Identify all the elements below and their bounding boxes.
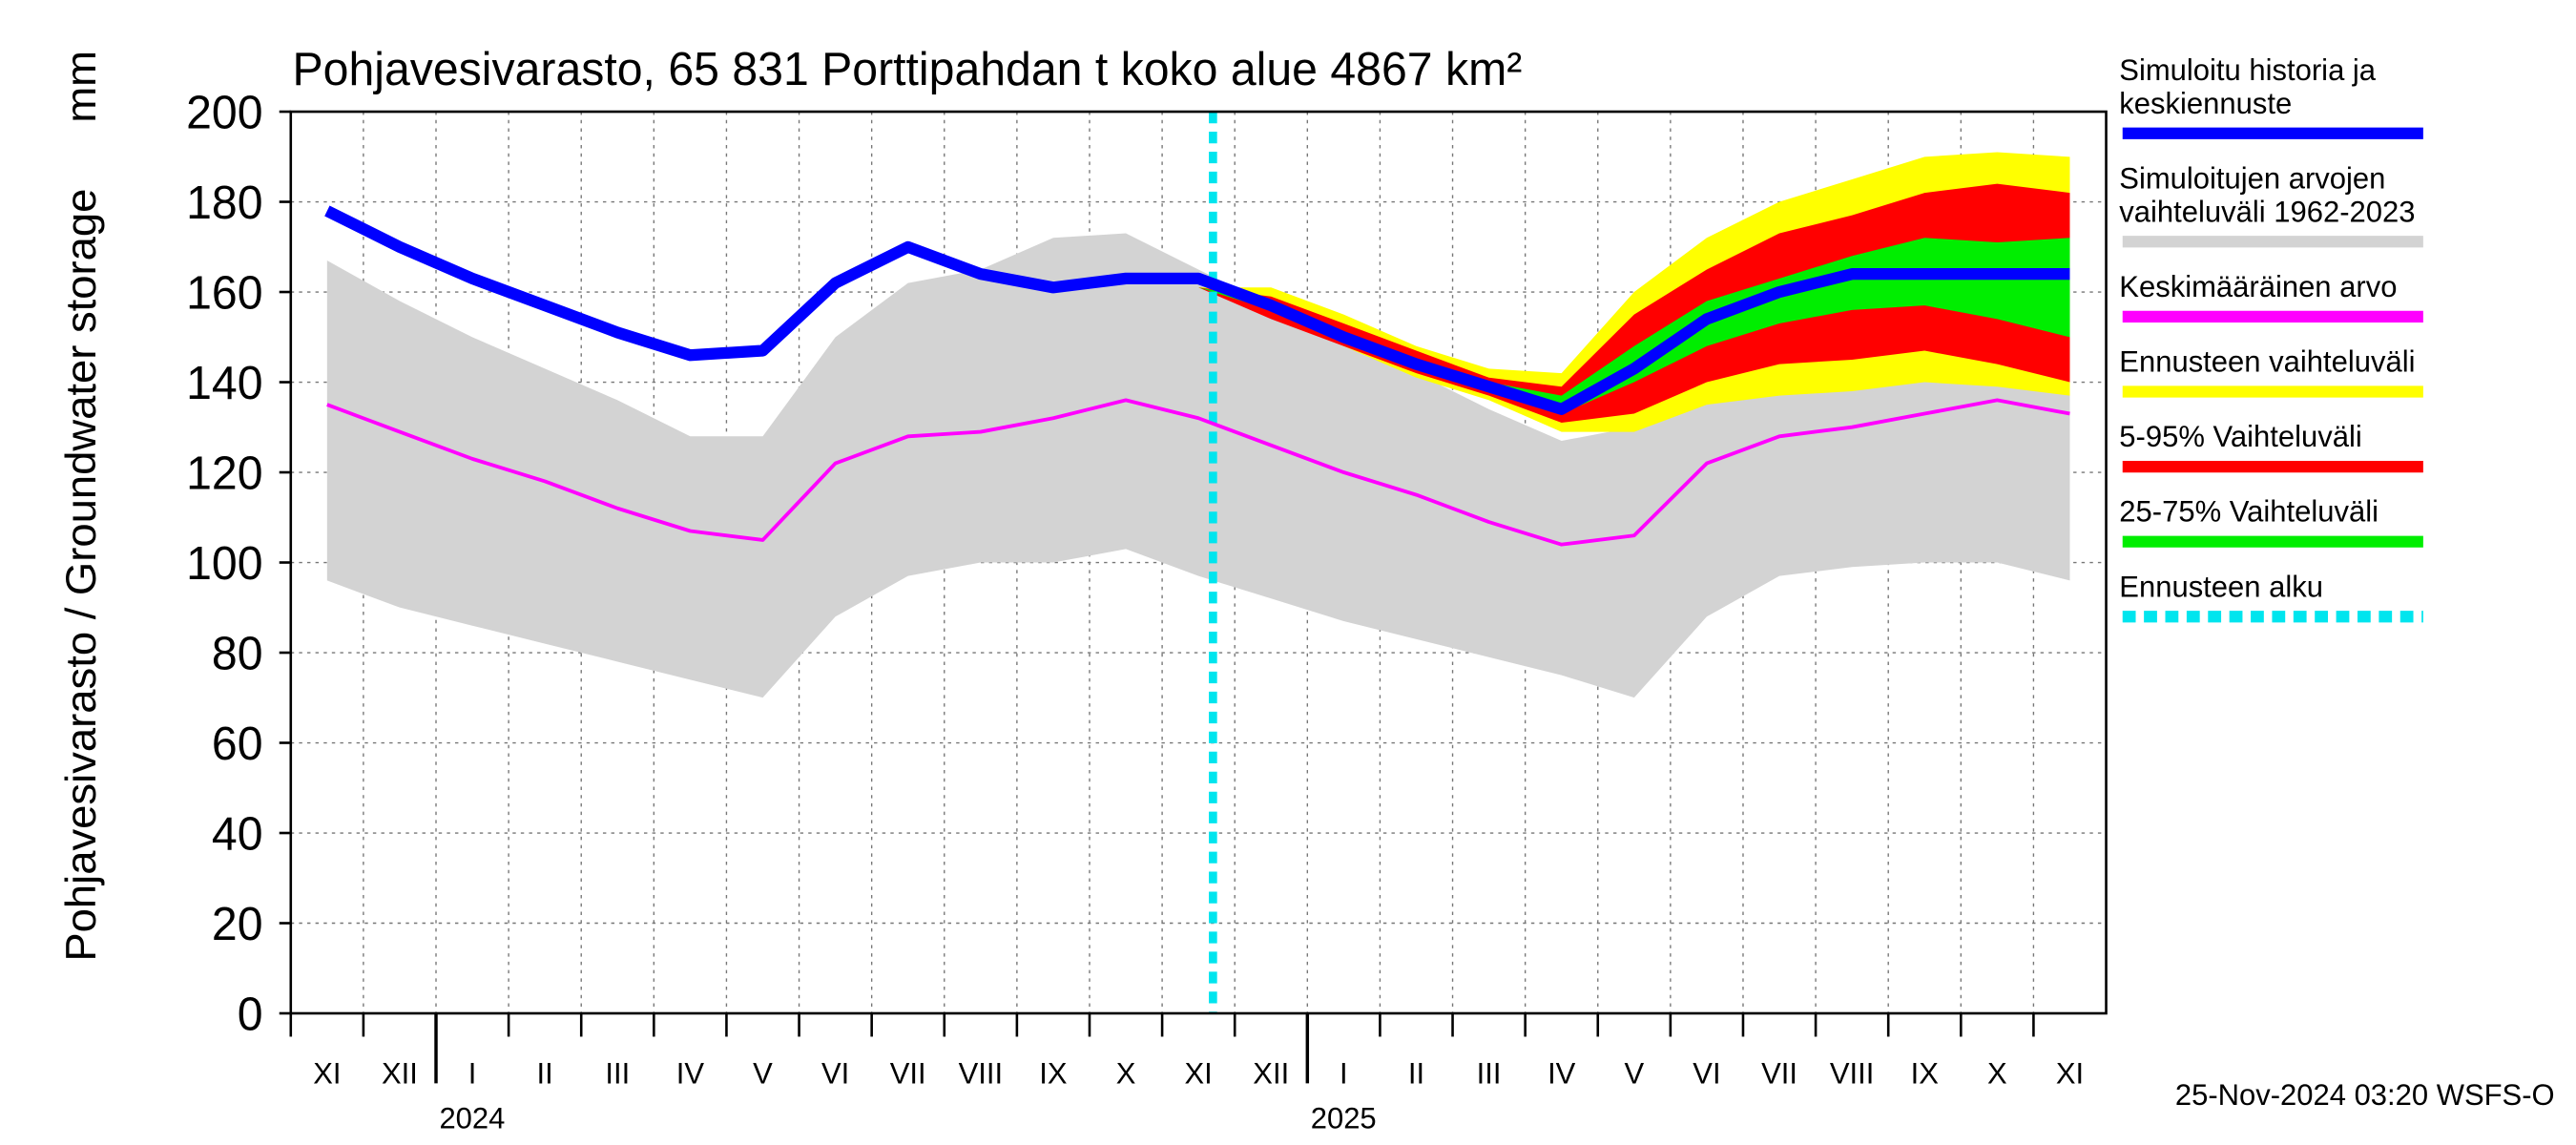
y-tick-label: 60 — [212, 718, 263, 770]
legend-label: 25-75% Vaihteluväli — [2119, 494, 2379, 529]
footer: 25-Nov-2024 03:20 WSFS-O — [2175, 1078, 2555, 1112]
y-tick-label: 40 — [212, 808, 263, 860]
x-tick-label: VI — [1693, 1056, 1720, 1090]
y-tick-label: 200 — [186, 87, 262, 138]
legend-entry: Simuloitujen arvojen vaihteluväli 1962-2… — [2119, 161, 2416, 229]
legend-entry: 5-95% Vaihteluväli — [2119, 420, 2362, 454]
legend-entry: Keskimääräinen arvo — [2119, 269, 2398, 303]
y-axis-label: Pohjavesivarasto / Groundwater storage — [56, 189, 105, 962]
x-tick-label: III — [605, 1056, 630, 1090]
y-axis-unit: mm — [56, 51, 105, 123]
x-tick-label: X — [1116, 1056, 1136, 1090]
x-tick-label: IV — [676, 1056, 704, 1090]
legend-entry: Simuloitu historia ja keskiennuste — [2119, 52, 2377, 120]
x-tick-label: XI — [313, 1056, 341, 1090]
x-tick-label: I — [468, 1056, 477, 1090]
legend-label: Ennusteen alku — [2119, 570, 2323, 604]
y-tick-label: 120 — [186, 448, 262, 499]
x-tick-label: VIII — [1830, 1056, 1874, 1090]
y-tick-label: 20 — [212, 899, 263, 950]
x-tick-label: XII — [1253, 1056, 1289, 1090]
y-tick-label: 100 — [186, 538, 262, 590]
x-tick-label: XI — [2056, 1056, 2084, 1090]
y-tick-label: 0 — [238, 989, 263, 1040]
y-tick-label: 80 — [212, 628, 263, 679]
x-tick-label: II — [537, 1056, 553, 1090]
x-tick-label: VIII — [959, 1056, 1003, 1090]
legend-label: Ennusteen vaihteluväli — [2119, 344, 2416, 379]
range-band — [1198, 238, 2070, 414]
x-tick-label: IX — [1911, 1056, 1939, 1090]
x-tick-label: VII — [890, 1056, 926, 1090]
x-tick-label: V — [1624, 1056, 1644, 1090]
year-label: 2025 — [1311, 1101, 1377, 1135]
legend-entry: 25-75% Vaihteluväli — [2119, 494, 2379, 529]
series-line — [326, 398, 2070, 547]
x-tick-label: IV — [1548, 1056, 1575, 1090]
y-tick-label: 140 — [186, 358, 262, 409]
x-tick-label: IX — [1039, 1056, 1067, 1090]
x-tick-label: I — [1340, 1056, 1348, 1090]
x-tick-label: V — [753, 1056, 773, 1090]
plot-frame — [289, 110, 2108, 1015]
y-tick-label: 160 — [186, 267, 262, 319]
legend-label: Simuloitu historia ja keskiennuste — [2119, 52, 2377, 120]
year-label: 2024 — [439, 1101, 505, 1135]
legend-label: Keskimääräinen arvo — [2119, 269, 2398, 303]
y-tick-label: 180 — [186, 177, 262, 229]
x-tick-label: VII — [1761, 1056, 1797, 1090]
x-tick-label: II — [1408, 1056, 1424, 1090]
data-layer — [324, 112, 2070, 1014]
legend-label: 5-95% Vaihteluväli — [2119, 420, 2362, 454]
x-tick-label: XII — [382, 1056, 418, 1090]
chart-title: Pohjavesivarasto, 65 831 Porttipahdan t … — [293, 44, 1523, 95]
x-tick-label: III — [1477, 1056, 1502, 1090]
range-band — [326, 233, 2070, 698]
series-line — [324, 205, 2070, 415]
x-tick-label: X — [1987, 1056, 2007, 1090]
legend-entry: Ennusteen vaihteluväli — [2119, 344, 2416, 379]
legend-entry: Ennusteen alku — [2119, 570, 2323, 604]
x-tick-label: VI — [821, 1056, 849, 1090]
legend-label: Simuloitujen arvojen vaihteluväli 1962-2… — [2119, 161, 2416, 229]
x-tick-label: XI — [1185, 1056, 1213, 1090]
